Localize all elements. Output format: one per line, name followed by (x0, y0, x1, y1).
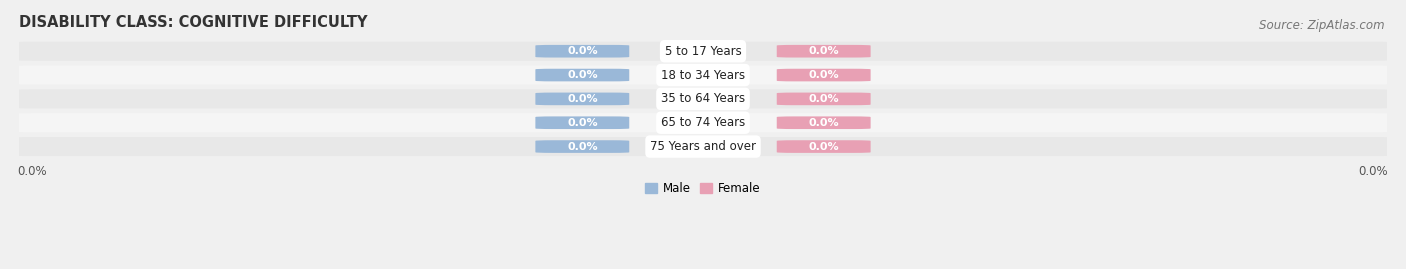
FancyBboxPatch shape (13, 89, 1393, 108)
FancyBboxPatch shape (536, 69, 630, 82)
FancyBboxPatch shape (536, 93, 630, 105)
Text: 0.0%: 0.0% (567, 70, 598, 80)
FancyBboxPatch shape (13, 137, 1393, 156)
Text: 0.0%: 0.0% (567, 46, 598, 56)
Text: 0.0%: 0.0% (567, 141, 598, 151)
FancyBboxPatch shape (776, 116, 870, 129)
FancyBboxPatch shape (536, 140, 630, 153)
Text: 75 Years and over: 75 Years and over (650, 140, 756, 153)
Text: 0.0%: 0.0% (808, 70, 839, 80)
FancyBboxPatch shape (776, 140, 870, 153)
FancyBboxPatch shape (776, 93, 870, 105)
FancyBboxPatch shape (13, 66, 1393, 84)
Text: Source: ZipAtlas.com: Source: ZipAtlas.com (1260, 19, 1385, 32)
Text: 35 to 64 Years: 35 to 64 Years (661, 92, 745, 105)
FancyBboxPatch shape (536, 116, 630, 129)
Text: 0.0%: 0.0% (808, 118, 839, 128)
Text: 5 to 17 Years: 5 to 17 Years (665, 45, 741, 58)
FancyBboxPatch shape (13, 113, 1393, 132)
Text: 18 to 34 Years: 18 to 34 Years (661, 69, 745, 82)
Text: 0.0%: 0.0% (808, 94, 839, 104)
FancyBboxPatch shape (776, 69, 870, 82)
FancyBboxPatch shape (776, 45, 870, 58)
Text: 0.0%: 0.0% (567, 94, 598, 104)
FancyBboxPatch shape (13, 42, 1393, 61)
FancyBboxPatch shape (536, 45, 630, 58)
Text: 0.0%: 0.0% (567, 118, 598, 128)
Text: DISABILITY CLASS: COGNITIVE DIFFICULTY: DISABILITY CLASS: COGNITIVE DIFFICULTY (20, 15, 367, 30)
Legend: Male, Female: Male, Female (641, 178, 765, 200)
Text: 65 to 74 Years: 65 to 74 Years (661, 116, 745, 129)
Text: 0.0%: 0.0% (808, 141, 839, 151)
Text: 0.0%: 0.0% (808, 46, 839, 56)
